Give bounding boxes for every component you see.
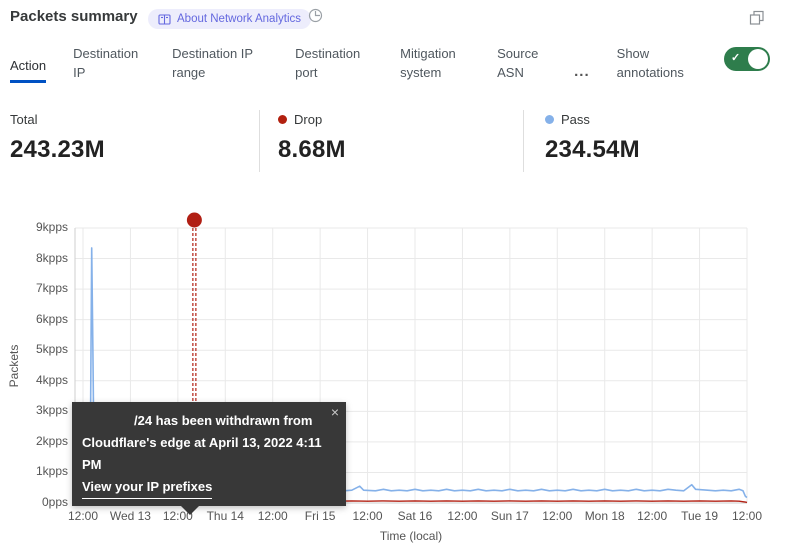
y-tick-label: 7kpps — [35, 281, 68, 296]
tab-destination-ip-range[interactable]: Destination IP range — [172, 46, 253, 80]
x-tick-label: Thu 14 — [206, 509, 244, 523]
annotation-tooltip: × /24 has been withdrawn from Cloudflare… — [72, 402, 346, 515]
show-annotations-label: Show annotations — [616, 46, 684, 80]
x-axis-title: Time (local) — [379, 529, 443, 543]
stat-pass-value: 234.54M — [545, 136, 640, 163]
stat-pass-label: Pass — [561, 112, 590, 127]
tab-mitigation-system[interactable]: Mitigation system — [400, 46, 456, 80]
stat-total-value: 243.23M — [10, 136, 105, 163]
y-tick-label: 9kpps — [35, 220, 68, 234]
x-tick-label: Sat 16 — [397, 509, 433, 523]
tab-action[interactable]: Action — [10, 57, 47, 84]
y-tick-label: 4kpps — [35, 372, 68, 387]
about-network-analytics-link[interactable]: About Network Analytics — [148, 9, 312, 29]
stat-drop: Drop 8.68M — [278, 112, 346, 164]
tooltip-close-icon[interactable]: × — [330, 404, 339, 420]
x-tick-label: Wed 13 — [109, 509, 151, 523]
page-title: Packets summary — [10, 8, 138, 25]
time-range-clock-icon[interactable] — [308, 8, 323, 23]
x-tick-label: Mon 18 — [584, 509, 625, 523]
y-tick-label: 6kpps — [35, 311, 68, 326]
x-tick-label: 12:00 — [542, 509, 573, 523]
view-ip-prefixes-link[interactable]: View your IP prefixes — [82, 476, 213, 499]
x-tick-label: 12:00 — [731, 509, 763, 523]
x-tick-label: Sun 17 — [490, 509, 529, 523]
y-tick-label: 8kpps — [35, 250, 68, 265]
stat-total: Total 243.23M — [10, 112, 105, 164]
x-tick-label: 12:00 — [257, 509, 288, 523]
toggle-knob — [748, 49, 768, 69]
x-tick-label: 12:00 — [447, 509, 478, 523]
tooltip-line2: Cloudflare's edge at April 13, 2022 4:11… — [82, 435, 322, 472]
expand-window-icon[interactable] — [749, 10, 765, 26]
annotation-dot[interactable] — [186, 212, 202, 228]
tab-destination-ip[interactable]: Destination IP — [73, 46, 139, 80]
y-tick-label: 3kpps — [35, 403, 68, 418]
check-icon: ✓ — [731, 52, 741, 64]
stat-divider — [523, 110, 524, 172]
x-tick-label: 12:00 — [67, 509, 99, 523]
x-tick-label: 12:00 — [352, 509, 383, 523]
pass-legend-dot — [545, 115, 554, 124]
x-tick-label: Tue 19 — [681, 509, 719, 523]
x-tick-label: Fri 15 — [304, 509, 336, 523]
stat-drop-value: 8.68M — [278, 136, 346, 163]
dimension-tabs: Action Destination IP Destination IP ran… — [10, 45, 697, 91]
y-tick-label: 0pps — [41, 495, 68, 509]
y-tick-label: 2kpps — [35, 433, 68, 448]
more-tabs-ellipsis-icon[interactable]: ... — [574, 62, 590, 80]
book-icon — [158, 13, 171, 25]
show-annotations-toggle[interactable]: ✓ — [724, 47, 770, 71]
stat-divider — [259, 110, 260, 172]
drop-legend-dot — [278, 115, 287, 124]
tab-destination-port[interactable]: Destination port — [295, 46, 361, 80]
x-tick-label: 12:00 — [637, 509, 668, 523]
y-tick-label: 5kpps — [35, 342, 68, 357]
stat-pass: Pass 234.54M — [545, 112, 640, 164]
y-tick-label: 1kpps — [35, 464, 68, 479]
tab-source-asn[interactable]: Source ASN — [497, 46, 539, 80]
tooltip-caret — [180, 505, 200, 515]
stat-drop-label: Drop — [294, 112, 323, 127]
tooltip-line1: /24 has been withdrawn from — [134, 413, 313, 428]
about-badge-label: About Network Analytics — [177, 13, 302, 25]
stat-total-label: Total — [10, 112, 38, 127]
